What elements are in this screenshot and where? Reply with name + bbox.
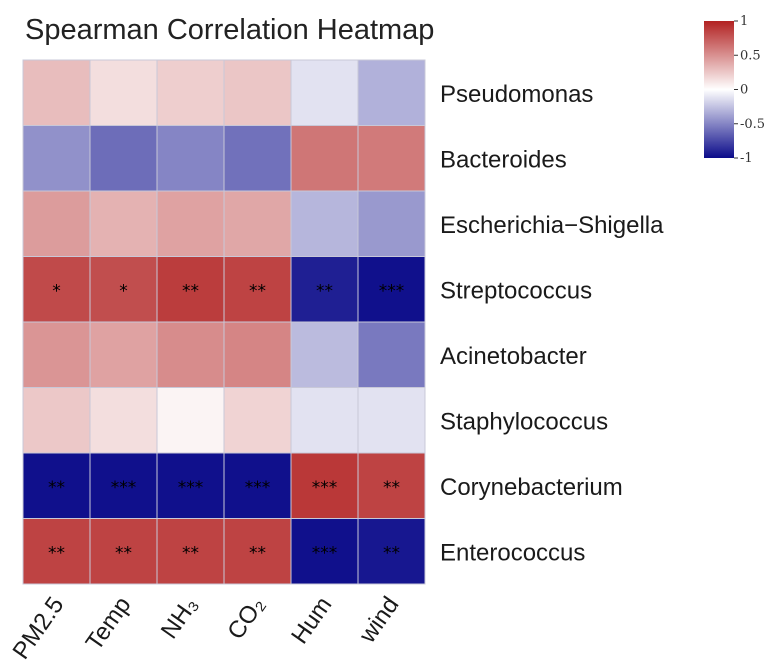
row-label: Staphylococcus: [440, 408, 608, 435]
heatmap-cell: [357, 190, 426, 257]
heatmap-cell: [357, 125, 426, 192]
heatmap-cell: [156, 387, 225, 454]
significance-mark: **: [383, 543, 400, 563]
heatmap-cell: [357, 321, 426, 388]
heatmap-cell: [357, 452, 426, 519]
row-label: Streptococcus: [440, 277, 592, 304]
heatmap-cell: [290, 59, 359, 126]
column-label: CO₂: [222, 592, 270, 645]
chart-title: Spearman Correlation Heatmap: [25, 14, 434, 46]
significance-mark: **: [182, 281, 199, 301]
heatmap-cell: [22, 256, 91, 323]
row-label: Enterococcus: [440, 539, 585, 566]
heatmap-cell: [156, 125, 225, 192]
significance-mark: **: [249, 281, 266, 301]
heatmap-cell: [156, 59, 225, 126]
heatmap-cell: [223, 256, 292, 323]
heatmap-cell: [357, 518, 426, 585]
heatmap-cell: [22, 59, 91, 126]
significance-mark: ***: [379, 281, 405, 301]
heatmap-cell: [89, 59, 158, 126]
heatmap-cells: [22, 59, 426, 585]
heatmap-cell: [22, 125, 91, 192]
heatmap-cell: [223, 321, 292, 388]
heatmap-cell: [290, 321, 359, 388]
significance-mark: **: [383, 478, 400, 498]
legend-colorbar: [704, 21, 734, 158]
heatmap-cell: [290, 387, 359, 454]
heatmap-cell: [89, 256, 158, 323]
heatmap-cell: [223, 387, 292, 454]
heatmap-cell: [22, 321, 91, 388]
significance-mark: ***: [245, 478, 271, 498]
column-labels: PM2.5 Temp NH₃ CO₂ Hum wind: [8, 592, 405, 664]
heatmap-cell: [290, 125, 359, 192]
heatmap-cell: [22, 518, 91, 585]
significance-mark: **: [48, 478, 65, 498]
heatmap-cell: [22, 387, 91, 454]
row-label: Escherichia−Shigella: [440, 212, 664, 239]
heatmap-cell: [89, 452, 158, 519]
heatmap-cell: [89, 387, 158, 454]
significance-mark: **: [249, 543, 266, 563]
heatmap-cell: [89, 190, 158, 257]
legend-tick-label: 0.5: [740, 48, 761, 63]
column-label: Temp: [81, 592, 137, 656]
significance-mark: *: [119, 281, 128, 301]
row-label: Bacteroides: [440, 146, 567, 173]
column-label: PM2.5: [8, 592, 70, 664]
significance-mark: *: [52, 281, 61, 301]
legend-tick-label: -1: [740, 151, 753, 166]
significance-mark: **: [316, 281, 333, 301]
significance-mark: **: [115, 543, 132, 563]
heatmap-cell: [357, 59, 426, 126]
column-label: wind: [353, 592, 404, 649]
heatmap-cell: [357, 256, 426, 323]
row-label: Corynebacterium: [440, 474, 623, 501]
significance-mark: ***: [312, 543, 338, 563]
color-legend: 1 0.5 0 -0.5 -1: [704, 14, 765, 166]
significance-mark: ***: [312, 478, 338, 498]
heatmap-cell: [223, 59, 292, 126]
legend-tick-label: 1: [740, 14, 748, 29]
row-labels: Pseudomonas Bacteroides Escherichia−Shigel…: [440, 81, 664, 567]
heatmap-cell: [223, 190, 292, 257]
legend-tick-label: -0.5: [740, 117, 765, 132]
column-label: Hum: [286, 592, 337, 649]
column-label: NH₃: [156, 592, 204, 644]
heatmap-cell: [156, 190, 225, 257]
heatmap-cell: [156, 321, 225, 388]
legend-tick-label: 0: [740, 83, 748, 98]
significance-mark: ***: [111, 478, 137, 498]
heatmap-cell: [290, 518, 359, 585]
heatmap-cell: [89, 321, 158, 388]
heatmap-cell: [89, 125, 158, 192]
heatmap-cell: [89, 518, 158, 585]
significance-mark: **: [182, 543, 199, 563]
row-label: Pseudomonas: [440, 81, 593, 108]
heatmap-cell: [357, 387, 426, 454]
significance-mark: ***: [178, 478, 204, 498]
heatmap-cell: [223, 518, 292, 585]
significance-mark: **: [48, 543, 65, 563]
significance-marks: * * ** ** ** ***** *** *** *** *** **** ** ** ** *** **: [48, 281, 404, 563]
heatmap-cell: [290, 190, 359, 257]
heatmap-cell: [223, 452, 292, 519]
heatmap-cell: [22, 190, 91, 257]
row-label: Acinetobacter: [440, 343, 587, 370]
heatmap-cell: [156, 256, 225, 323]
heatmap-cell: [223, 125, 292, 192]
